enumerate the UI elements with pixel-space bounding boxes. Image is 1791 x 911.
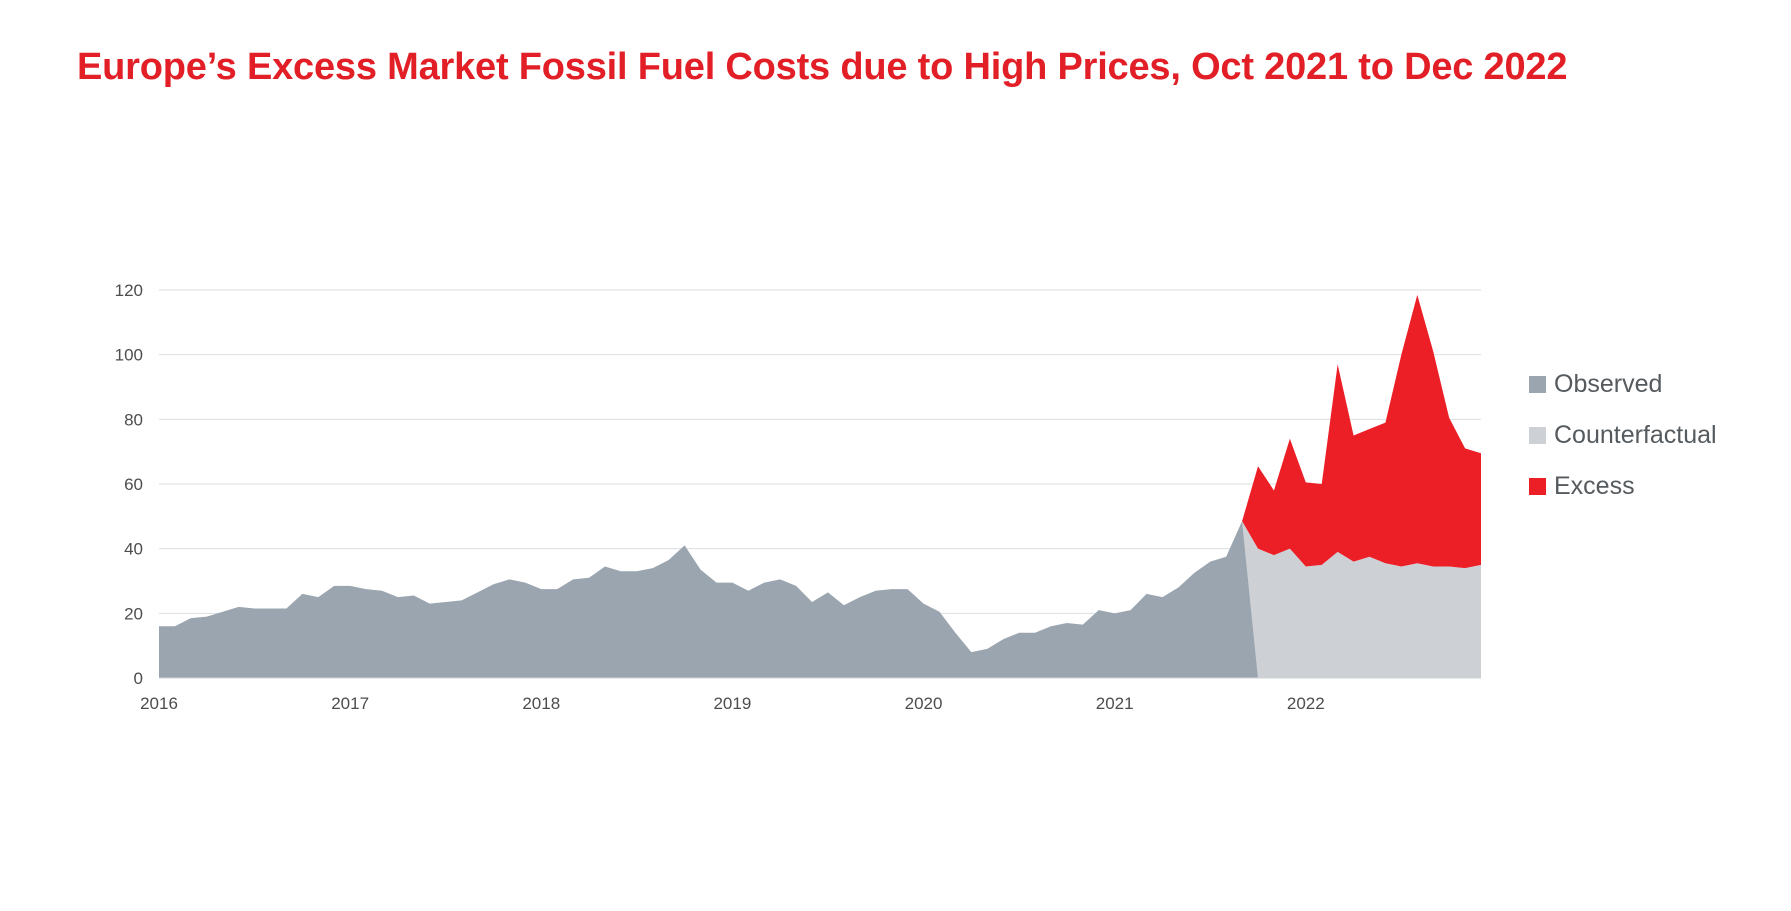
y-tick-60: 60 bbox=[124, 475, 143, 494]
y-tick-100: 100 bbox=[115, 346, 143, 365]
legend-swatch-counterfactual bbox=[1529, 427, 1546, 444]
y-tick-80: 80 bbox=[124, 410, 143, 429]
area-excess bbox=[1242, 294, 1481, 569]
y-tick-40: 40 bbox=[124, 540, 143, 559]
x-tick-2019: 2019 bbox=[713, 694, 751, 713]
legend-swatch-excess bbox=[1529, 478, 1546, 495]
x-tick-2018: 2018 bbox=[522, 694, 560, 713]
y-tick-labels: 0 20 40 60 80 100 120 bbox=[115, 281, 143, 688]
legend-item-excess[interactable]: Excess bbox=[1529, 472, 1717, 500]
chart-title: Europe’s Excess Market Fossil Fuel Costs… bbox=[77, 46, 1568, 88]
y-tick-20: 20 bbox=[124, 604, 143, 623]
legend-swatch-observed bbox=[1529, 376, 1546, 393]
legend-item-counterfactual[interactable]: Counterfactual bbox=[1529, 421, 1717, 449]
legend-label-observed: Observed bbox=[1554, 370, 1663, 398]
area-observed bbox=[159, 521, 1259, 678]
x-tick-2017: 2017 bbox=[331, 694, 369, 713]
legend-label-excess: Excess bbox=[1554, 472, 1635, 500]
chart-areas bbox=[159, 294, 1481, 678]
x-tick-labels: 2016 2017 2018 2019 2020 2021 2022 bbox=[140, 694, 1325, 713]
x-tick-2022: 2022 bbox=[1287, 694, 1325, 713]
x-tick-2021: 2021 bbox=[1096, 694, 1134, 713]
y-tick-0: 0 bbox=[134, 669, 143, 688]
x-tick-2020: 2020 bbox=[905, 694, 943, 713]
x-tick-2016: 2016 bbox=[140, 694, 178, 713]
y-tick-120: 120 bbox=[115, 281, 143, 300]
legend: Observed Counterfactual Excess bbox=[1529, 370, 1717, 525]
legend-label-counterfactual: Counterfactual bbox=[1554, 421, 1717, 449]
area-counterfactual bbox=[1242, 521, 1481, 678]
legend-item-observed[interactable]: Observed bbox=[1529, 370, 1717, 398]
